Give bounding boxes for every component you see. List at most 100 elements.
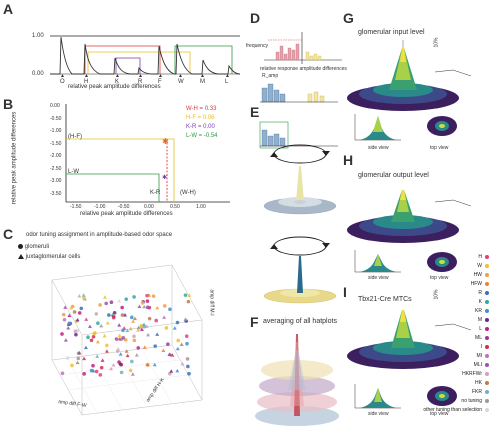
c-data-point — [130, 359, 134, 364]
a-y-top: 1.00 — [32, 33, 44, 39]
c-data-point — [145, 363, 150, 367]
c-data-point — [72, 310, 77, 314]
b-ylabel: relative peak amplitude differences — [11, 111, 18, 205]
c-data-point — [118, 352, 123, 356]
c-legend-item: H — [478, 254, 489, 260]
c-data-point — [132, 338, 137, 343]
c-data-point — [116, 346, 121, 351]
c-data-point — [154, 318, 159, 323]
b-xtick: -1.50 — [70, 204, 82, 210]
b-xtick: 0.00 — [144, 204, 154, 210]
c-data-point — [119, 370, 124, 375]
c-data-point — [184, 334, 189, 338]
c-data-point — [77, 294, 82, 298]
c-data-point — [142, 324, 147, 329]
a-marker-w: ▲ W — [178, 73, 184, 86]
c-data-point — [83, 345, 88, 350]
a-marker-h: ▲ H — [84, 73, 89, 86]
c-data-point — [73, 329, 78, 334]
c-data-point — [128, 326, 133, 331]
h-side-view — [354, 250, 401, 273]
c-data-point — [185, 341, 189, 346]
c-data-point — [102, 333, 107, 338]
c-legend-item: no tuning — [461, 398, 489, 404]
c-legend-item: R — [478, 290, 489, 296]
c-data-point — [136, 346, 141, 350]
c-data-point — [91, 363, 95, 368]
a-marker-m: ▲ M — [200, 73, 205, 86]
c-data-point — [162, 315, 167, 319]
c-data-point — [89, 368, 94, 373]
c-data-point — [139, 323, 144, 328]
h-top-label: top view — [430, 275, 449, 281]
c-data-point — [66, 325, 71, 330]
b-legend-item: L-W = -0.54 — [186, 133, 218, 139]
c-data-point — [136, 328, 141, 332]
c-data-point — [84, 317, 89, 321]
c-data-point — [99, 323, 104, 328]
i-pct: 10% — [433, 289, 440, 300]
svg-text:✱: ✱ — [162, 174, 167, 181]
c-data-point — [186, 364, 190, 369]
c-data-point — [61, 312, 66, 317]
c-legend-swatch — [485, 263, 489, 268]
c-data-point — [109, 366, 114, 371]
c-data-point — [63, 305, 68, 309]
c-data-point — [169, 369, 174, 373]
c-data-point — [155, 332, 160, 336]
c-data-point — [87, 324, 92, 328]
c-data-point — [99, 365, 104, 370]
c-legend-item: K — [479, 299, 489, 305]
i-side-label: side view — [368, 411, 389, 417]
c-data-point — [175, 320, 180, 325]
c-data-point — [120, 313, 125, 317]
g-side-label: side view — [368, 145, 389, 151]
c-data-point — [128, 368, 133, 373]
c-data-point — [98, 303, 102, 307]
panel-h-hat-main — [347, 190, 472, 243]
b-ytick: -0.50 — [50, 115, 62, 122]
c-data-point — [70, 363, 74, 368]
c-data-point — [168, 352, 173, 357]
c-data-point — [187, 293, 192, 297]
c-legend-swatch — [485, 335, 489, 340]
c-data-point — [96, 321, 100, 326]
g-top-label: top view — [430, 145, 449, 151]
panel-d-histogram — [264, 32, 342, 64]
panel-label-c: C — [3, 226, 14, 242]
c-data-point — [121, 336, 126, 340]
c-legend-swatch — [485, 389, 489, 394]
a-marker-o: ▲ O — [60, 73, 65, 86]
c-data-point — [82, 296, 86, 300]
c-legend-swatch — [485, 308, 489, 313]
panel-i-hat-main — [347, 310, 472, 369]
c-legend-swatch — [485, 281, 489, 286]
a-marker-r: ▲ R — [138, 73, 143, 86]
c-legend-swatch — [485, 380, 489, 385]
c-legend-item: HFW — [471, 281, 489, 287]
c-data-point — [175, 368, 180, 373]
c-data-point — [167, 371, 172, 376]
c-legend-item: ML — [475, 335, 489, 341]
panel-e-schematic — [259, 83, 338, 304]
d-ylabel: frequency — [246, 43, 268, 49]
b-xtick: -0.50 — [118, 204, 130, 210]
c-data-point — [105, 343, 109, 348]
c-data-point — [130, 372, 135, 376]
c-data-point — [117, 336, 122, 341]
b-pair-wh: (W-H) — [180, 190, 196, 196]
c-data-point — [69, 305, 74, 310]
c-data-point — [145, 299, 150, 303]
c-title: odor tuning assignment in amplitude-base… — [26, 232, 173, 238]
c-data-point — [145, 305, 150, 310]
b-legend-item: W-H = 0.33 — [186, 106, 217, 112]
c-data-point — [124, 349, 129, 353]
c-marker-jg: juxtaglomerular cells — [18, 254, 80, 260]
c-data-point — [79, 306, 84, 311]
c-data-point — [60, 371, 65, 376]
b-ytick: -2.50 — [50, 165, 62, 172]
c-data-point — [74, 332, 78, 337]
c-data-point — [81, 293, 86, 297]
c-data-point — [67, 313, 72, 318]
c-data-point — [82, 356, 87, 361]
